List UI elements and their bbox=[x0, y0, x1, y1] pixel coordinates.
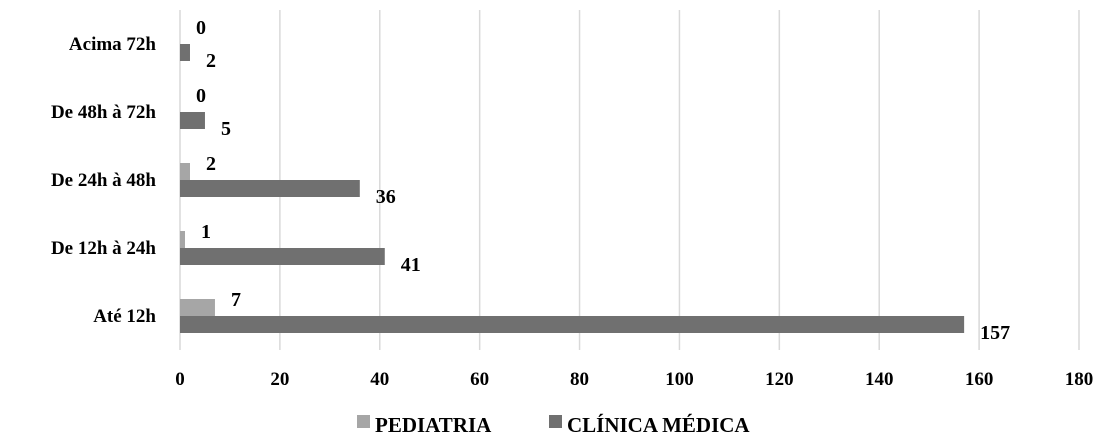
data-label: 0 bbox=[196, 17, 206, 39]
x-tick-label: 140 bbox=[865, 369, 894, 390]
data-label: 41 bbox=[401, 254, 421, 276]
category-label: De 48h à 72h bbox=[51, 102, 156, 123]
x-tick-label: 20 bbox=[270, 369, 289, 390]
x-tick-label: 80 bbox=[570, 369, 589, 390]
bar-clinica-medica bbox=[180, 112, 205, 129]
bar-pediatria bbox=[180, 299, 215, 316]
legend: PEDIATRIA CLÍNICA MÉDICA bbox=[357, 413, 750, 437]
data-label: 157 bbox=[980, 322, 1010, 344]
bar-pediatria bbox=[180, 231, 185, 248]
data-label: 0 bbox=[196, 85, 206, 107]
data-label: 7 bbox=[231, 289, 241, 311]
bar-pediatria bbox=[180, 163, 190, 180]
category-label: De 12h à 24h bbox=[51, 238, 156, 259]
bar-clinica-medica bbox=[180, 316, 965, 333]
x-tick-label: 40 bbox=[370, 369, 389, 390]
data-label: 5 bbox=[221, 118, 231, 140]
legend-swatch bbox=[549, 415, 562, 428]
category-label: Até 12h bbox=[93, 306, 156, 327]
legend-label: PEDIATRIA bbox=[375, 413, 492, 437]
bar-clinica-medica bbox=[180, 180, 360, 197]
x-axis-tick-labels: 0 20 40 60 80 100 120 140 160 180 bbox=[175, 369, 1093, 390]
x-tick-label: 120 bbox=[765, 369, 794, 390]
category-label: Acima 72h bbox=[69, 34, 157, 55]
bar-clinica-medica bbox=[180, 248, 385, 265]
x-tick-label: 60 bbox=[470, 369, 489, 390]
bar-clinica-medica bbox=[180, 44, 190, 61]
category-labels: Acima 72h De 48h à 72h De 24h à 48h De 12h … bbox=[51, 34, 156, 327]
data-label: 2 bbox=[206, 153, 216, 175]
legend-swatch bbox=[357, 415, 370, 428]
x-tick-label: 160 bbox=[965, 369, 994, 390]
x-tick-label: 180 bbox=[1065, 369, 1094, 390]
x-tick-label: 100 bbox=[665, 369, 694, 390]
data-label: 2 bbox=[206, 50, 216, 72]
data-label: 1 bbox=[201, 221, 211, 243]
bars bbox=[180, 44, 965, 333]
gridlines bbox=[179, 10, 1080, 350]
data-label: 36 bbox=[376, 186, 396, 208]
category-label: De 24h à 48h bbox=[51, 170, 156, 191]
x-tick-label: 0 bbox=[175, 369, 185, 390]
legend-label: CLÍNICA MÉDICA bbox=[567, 413, 750, 437]
